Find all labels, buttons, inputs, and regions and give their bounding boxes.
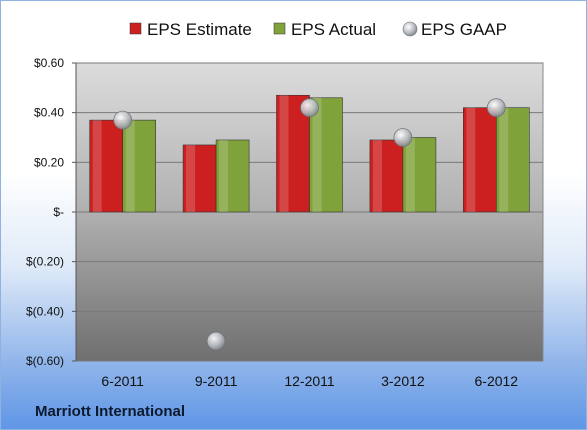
bar-eps-estimate <box>182 144 217 213</box>
gaap-marker <box>206 331 226 351</box>
x-tick-label: 6-2011 <box>101 373 144 389</box>
bar-body <box>215 139 250 213</box>
bar-eps-actual <box>495 107 530 213</box>
y-tick-label: $0.20 <box>34 155 64 169</box>
bar-highlight <box>125 120 135 212</box>
x-tick-label: 3-2012 <box>381 373 425 389</box>
y-tick-label: $(0.20) <box>26 255 64 269</box>
bar-eps-actual <box>215 139 250 213</box>
legend-swatch <box>402 21 418 37</box>
legend-label: EPS GAAP <box>421 20 507 39</box>
legend-label: EPS Estimate <box>147 20 252 39</box>
x-tick-label: 6-2012 <box>475 373 519 389</box>
bar-eps-actual <box>402 137 437 213</box>
bar-eps-actual <box>309 97 343 213</box>
bar-body <box>309 97 343 213</box>
x-tick-label: 12-2011 <box>284 373 335 389</box>
bar-body <box>402 137 437 213</box>
y-tick-label: $(0.60) <box>26 354 64 368</box>
y-tick-label: $0.60 <box>34 56 64 70</box>
bar-highlight <box>219 139 229 212</box>
legend-swatch <box>273 22 286 35</box>
gaap-marker <box>393 128 413 147</box>
x-tick-label: 9-2011 <box>195 373 238 389</box>
bar-highlight <box>372 139 382 212</box>
bar-body <box>122 119 156 213</box>
y-tick-label: $- <box>53 205 64 219</box>
gaap-marker <box>486 98 506 118</box>
bar-body <box>462 107 497 213</box>
legend-swatch <box>129 22 142 35</box>
bar-highlight <box>186 144 196 212</box>
y-tick-label: $(0.40) <box>26 304 64 318</box>
bar-highlight <box>279 95 289 212</box>
bar-eps-estimate <box>369 139 404 213</box>
bar-highlight <box>466 107 476 212</box>
company-name: Marriott International <box>35 403 186 420</box>
y-tick-label: $0.40 <box>34 106 64 120</box>
bar-body <box>369 139 404 213</box>
bar-body <box>182 144 217 213</box>
bar-highlight <box>312 97 322 212</box>
bar-eps-actual <box>122 119 156 213</box>
bar-highlight <box>92 120 102 212</box>
bar-highlight <box>405 137 415 212</box>
legend-label: EPS Actual <box>291 20 376 39</box>
gaap-marker <box>113 110 133 130</box>
bar-eps-estimate <box>462 107 497 213</box>
bar-eps-estimate <box>89 119 123 213</box>
bar-highlight <box>499 107 509 212</box>
bar-body <box>495 107 530 213</box>
gaap-marker <box>300 98 319 118</box>
